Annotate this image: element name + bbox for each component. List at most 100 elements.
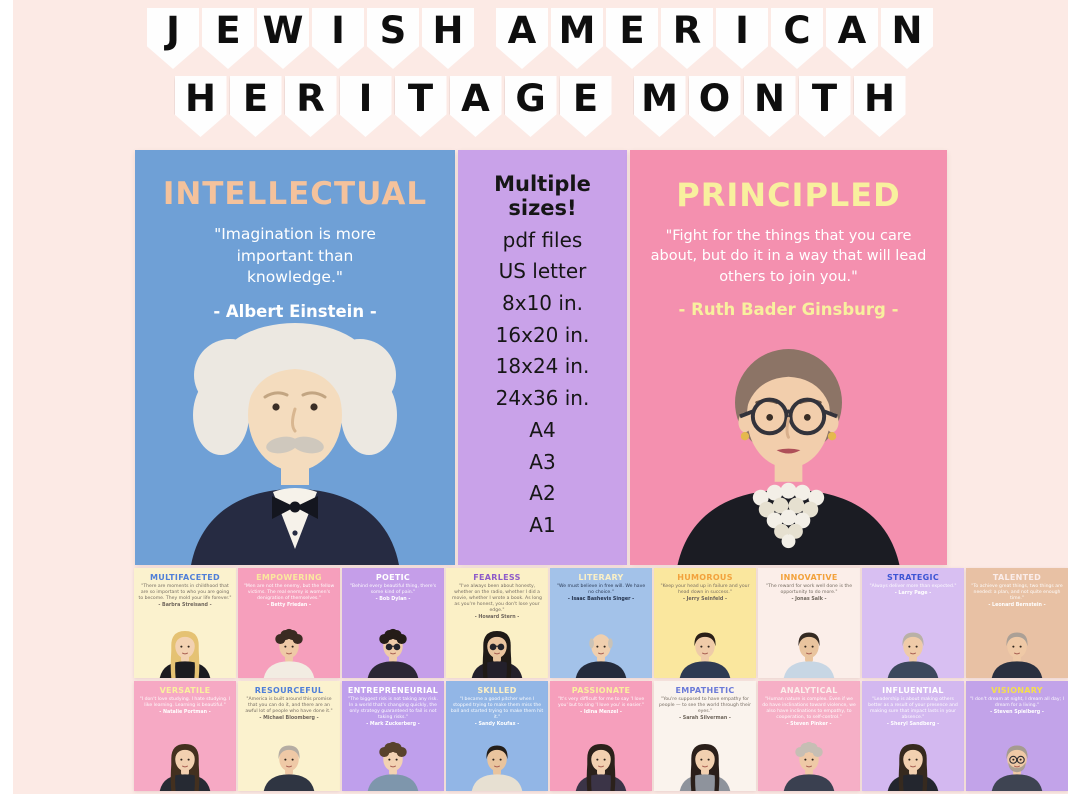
mini-poster-title: ANALYTICAL (780, 686, 838, 695)
mini-poster-portrait-illustration (762, 739, 856, 791)
mini-poster-title: TALENTED (992, 573, 1042, 582)
mini-poster-title: LITERARY (578, 573, 624, 582)
mini-poster-influential: INFLUENTIAL "Leadership is about making … (862, 681, 964, 791)
mini-poster-humorous: HUMOROUS "Keep your head up in failure a… (654, 568, 756, 678)
banner-pennant-letter: T (798, 76, 851, 137)
mini-poster-title: STRATEGIC (887, 573, 939, 582)
poster-principled-rbg: PRINCIPLED "Fight for the things that yo… (630, 150, 947, 565)
mini-poster-quote: "I don't dream at night, I dream all day… (970, 697, 1064, 708)
banner-pennant-letter: E (606, 8, 658, 69)
mini-poster-title: FEARLESS (473, 573, 521, 582)
mini-poster-quote: "Behind every beautiful thing, there's s… (349, 584, 437, 595)
mini-poster-quote: "We must believe in free will. We have n… (556, 584, 646, 595)
mini-poster-name: - Betty Friedan - (267, 603, 311, 609)
mini-poster-title: MULTIFACETED (150, 573, 220, 582)
mini-poster-quote: "I don't love studying. I hate studying.… (139, 697, 231, 708)
banner-pennant-letter: H (853, 76, 906, 137)
banner-pennant-letter: H (422, 8, 474, 69)
banner-pennant-letter: I (716, 8, 768, 69)
mini-row-2: VERSATILE "I don't love studying. I hate… (134, 681, 1068, 791)
mini-poster-name: - Howard Stern - (474, 615, 520, 621)
mini-poster-title: VERSATILE (159, 686, 211, 695)
einstein-illustration (135, 299, 455, 565)
mini-poster-name: - Sandy Koufax - (474, 722, 520, 728)
banner-pennant-letter: S (367, 8, 419, 69)
mini-poster-name: - Barbra Streisand - (158, 603, 212, 609)
banner-pennant-letter: R (284, 76, 337, 137)
banner-pennant-letter: E (229, 76, 282, 137)
mini-poster-quote: "Human nature is complex. Even if we do … (762, 697, 856, 720)
mini-poster-versatile: VERSATILE "I don't love studying. I hate… (134, 681, 236, 791)
mini-poster-passionate: PASSIONATE "It's very difficult for me t… (550, 681, 652, 791)
mini-poster-literary: LITERARY "We must believe in free will. … (550, 568, 652, 678)
mini-poster-quote: "Always deliver more than expected." (869, 584, 957, 589)
mini-poster-name: - Idina Menzel - (580, 710, 622, 716)
mini-poster-portrait-illustration (658, 739, 752, 791)
mini-poster-name: - Jerry Seinfeld - (682, 597, 728, 603)
banner-pennant-letter: A (496, 8, 548, 69)
banner-pennant-letter: I (312, 8, 364, 69)
banner-pennant-letter: E (559, 76, 612, 137)
poster-title: PRINCIPLED (676, 176, 901, 214)
poster-quote: "Imagination is more important than know… (214, 225, 376, 287)
sizes-info-panel: Multiple sizes! pdf files US letter 8x10… (458, 150, 627, 565)
banner-pennant-letter: I (339, 76, 392, 137)
sizes-line: A4 (529, 417, 556, 442)
banner-pennant-letter: J (147, 8, 199, 69)
mini-poster-name: - Steven Pinker - (786, 722, 832, 728)
mini-poster-innovative: INNOVATIVE "The reward for work well don… (758, 568, 860, 678)
banner-pennant-letter: M (551, 8, 603, 69)
mini-poster-talented: TALENTED "To achieve great things, two t… (966, 568, 1068, 678)
mini-poster-title: ENTREPRENEURIAL (347, 686, 439, 695)
mini-poster-portrait-illustration (450, 626, 544, 678)
mini-poster-portrait-illustration (970, 626, 1064, 678)
banner-pennant-letter: A (826, 8, 878, 69)
mini-poster-name: - Natalie Portman - (159, 710, 211, 716)
mini-poster-quote: "The biggest risk is not taking any risk… (348, 697, 438, 720)
mini-poster-title: HUMOROUS (677, 573, 733, 582)
mini-poster-quote: "Leadership is about making others bette… (868, 697, 958, 720)
banner-pennant-letter: R (661, 8, 713, 69)
mini-poster-title: SKILLED (477, 686, 517, 695)
mini-poster-multifaceted: MULTIFACETED "There are moments in child… (134, 568, 236, 678)
mini-poster-name: - Sheryl Sandberg - (886, 722, 940, 728)
mini-poster-quote: "You're supposed to have empathy for peo… (659, 697, 751, 714)
mini-poster-portrait-illustration (554, 626, 648, 678)
mini-poster-fearless: FEARLESS "I've always been about honesty… (446, 568, 548, 678)
banner-pennant-letter: N (743, 76, 796, 137)
banner-pennant-letter: G (504, 76, 557, 137)
mini-poster-title: PASSIONATE (571, 686, 631, 695)
banner-pennant-letter: N (881, 8, 933, 69)
mini-poster-name: - Bob Dylan - (375, 597, 411, 603)
mini-poster-empathetic: EMPATHETIC "You're supposed to have empa… (654, 681, 756, 791)
mini-poster-visionary: VISIONARY "I don't dream at night, I dre… (966, 681, 1068, 791)
mini-poster-skilled: SKILLED "I became a good pitcher when I … (446, 681, 548, 791)
banner-pennant-letter: O (688, 76, 741, 137)
mini-poster-name: - Larry Page - (894, 591, 932, 597)
banner-pennant-letter: H (174, 76, 227, 137)
sizes-line: A3 (529, 449, 556, 474)
mini-poster-analytical: ANALYTICAL "Human nature is complex. Eve… (758, 681, 860, 791)
mini-poster-name: - Michael Bloomberg - (259, 716, 319, 722)
mini-poster-name: - Jonas Salk - (791, 597, 827, 603)
mini-poster-quote: "Men are not the enemy, but the fellow v… (243, 584, 335, 601)
banner-pennant-letter: T (394, 76, 447, 137)
mini-poster-name: - Steven Spielberg - (990, 710, 1044, 716)
mini-poster-portrait-illustration (450, 739, 544, 791)
poster-quote: "Fight for the things that you care abou… (650, 228, 927, 285)
mini-poster-poetic: POETIC "Behind every beautiful thing, th… (342, 568, 444, 678)
banner-pennant-letter: E (202, 8, 254, 69)
page-margin-left (0, 0, 13, 810)
mini-poster-portrait-illustration (242, 739, 336, 791)
mini-poster-title: EMPATHETIC (675, 686, 735, 695)
mini-poster-title: INFLUENTIAL (882, 686, 944, 695)
banner-pennant-letter: A (449, 76, 502, 137)
mini-poster-portrait-illustration (658, 626, 752, 678)
mini-poster-portrait-illustration (138, 739, 232, 791)
mini-row-1: MULTIFACETED "There are moments in child… (134, 568, 1068, 678)
mini-poster-title: POETIC (375, 573, 411, 582)
banner-pennant-letter: M (633, 76, 686, 137)
banner-pennant-letter: W (257, 8, 309, 69)
mini-poster-portrait-illustration (346, 739, 440, 791)
